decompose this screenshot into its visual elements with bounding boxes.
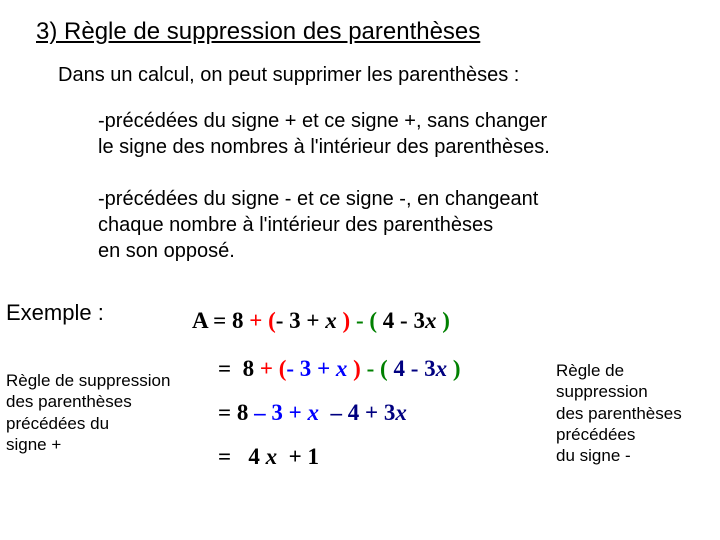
eq-x: x: [436, 356, 448, 381]
eq-8: 8: [232, 308, 244, 333]
rule-minus: -précédées du signe - et ce signe -, en …: [98, 186, 538, 264]
caption-right-l1: Règle de suppression: [556, 361, 648, 401]
eq-equals: =: [218, 356, 231, 381]
eq-dash: –: [254, 400, 266, 425]
eq-equals: =: [218, 400, 231, 425]
eq-plus: +: [260, 356, 273, 381]
equation-line-1: A = 8 + (- 3 + x ) - ( 4 - 3x ): [192, 308, 450, 334]
eq-A: A: [192, 308, 207, 333]
eq-plus: +: [289, 400, 302, 425]
eq-plus: +: [317, 356, 330, 381]
eq-4: 4: [393, 356, 405, 381]
eq-4: 4: [248, 444, 260, 469]
rule-minus-line3: en son opposé.: [98, 240, 235, 262]
equation-line-4: = 4 x + 1: [218, 444, 319, 470]
eq-equals: =: [218, 444, 231, 469]
eq-plus: +: [289, 444, 302, 469]
caption-right-l4: du signe -: [556, 446, 631, 465]
eq-x: x: [336, 356, 348, 381]
eq-3: 3: [271, 400, 283, 425]
eq-3: 3: [384, 400, 396, 425]
eq-1: 1: [307, 444, 319, 469]
eq-lpar: (: [380, 356, 388, 381]
eq-plus: +: [306, 308, 319, 333]
eq-lpar: (: [268, 308, 276, 333]
eq-x: x: [395, 400, 407, 425]
caption-right-l3: précédées: [556, 425, 635, 444]
caption-left-l4: signe +: [6, 435, 61, 454]
eq-lpar: (: [369, 308, 377, 333]
eq-plus: +: [365, 400, 378, 425]
section-title: 3) Règle de suppression des parenthèses: [36, 18, 480, 46]
eq-minus: -: [400, 308, 408, 333]
eq-x: x: [307, 400, 319, 425]
eq-minus: -: [356, 308, 364, 333]
eq-dash: –: [330, 400, 342, 425]
eq-rpar: ): [442, 308, 450, 333]
eq-8: 8: [243, 356, 255, 381]
eq-plus: +: [249, 308, 262, 333]
eq-8: 8: [237, 400, 249, 425]
caption-right-l2: des parenthèses: [556, 404, 682, 423]
eq-neg3: - 3: [276, 308, 301, 333]
eq-rpar: ): [353, 356, 361, 381]
eq-4: 4: [383, 308, 395, 333]
eq-x: x: [325, 308, 337, 333]
eq-3: 3: [424, 356, 436, 381]
eq-rpar: ): [453, 356, 461, 381]
rule-minus-line2: chaque nombre à l'intérieur des parenthè…: [98, 214, 493, 236]
eq-minus: -: [411, 356, 419, 381]
eq-3: 3: [413, 308, 425, 333]
equation-line-3: = 8 – 3 + x – 4 + 3x: [218, 400, 407, 426]
rule-plus: -précédées du signe + et ce signe +, san…: [98, 108, 550, 160]
eq-equals: =: [213, 308, 226, 333]
intro-text: Dans un calcul, on peut supprimer les pa…: [58, 64, 519, 87]
caption-left: Règle de suppression des parenthèses pré…: [6, 370, 170, 455]
caption-left-l2: des parenthèses: [6, 392, 132, 411]
eq-4: 4: [348, 400, 360, 425]
eq-minus: -: [367, 356, 375, 381]
caption-left-l1: Règle de suppression: [6, 371, 170, 390]
rule-plus-line2: le signe des nombres à l'intérieur des p…: [98, 136, 550, 158]
eq-x: x: [266, 444, 278, 469]
example-label: Exemple :: [6, 300, 104, 326]
equation-line-2: = 8 + (- 3 + x ) - ( 4 - 3x ): [218, 356, 461, 382]
caption-right: Règle de suppression des parenthèses pré…: [556, 360, 720, 466]
rule-minus-line1: -précédées du signe - et ce signe -, en …: [98, 188, 538, 210]
rule-plus-line1: -précédées du signe + et ce signe +, san…: [98, 110, 547, 132]
eq-x: x: [425, 308, 437, 333]
eq-neg3: - 3: [286, 356, 311, 381]
caption-left-l3: précédées du: [6, 414, 109, 433]
eq-rpar: ): [343, 308, 351, 333]
